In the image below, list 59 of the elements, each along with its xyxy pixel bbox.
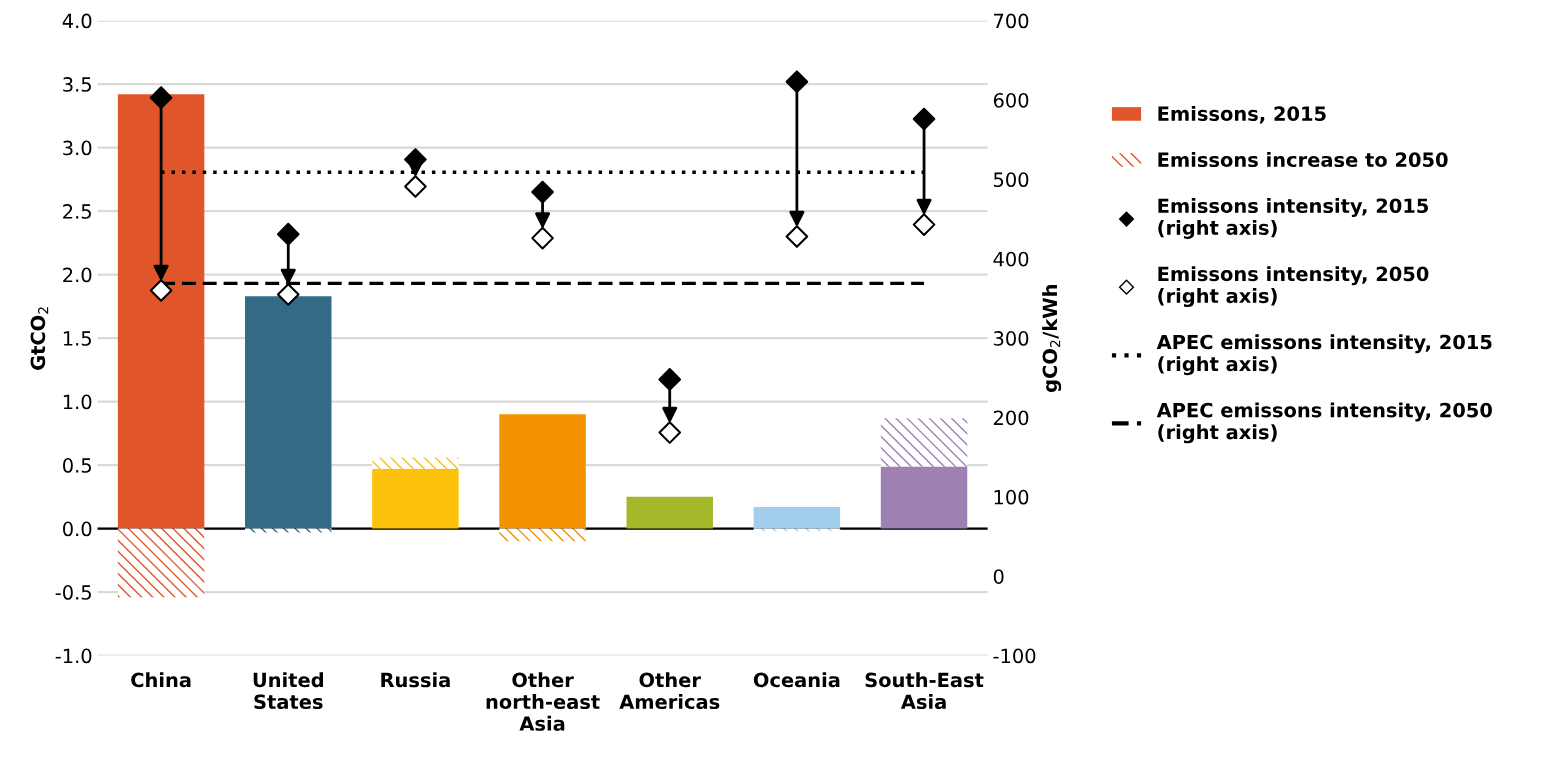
bar [499,528,586,542]
point [658,421,682,444]
y2-tick-label: 700 [994,13,1029,29]
point [531,180,554,204]
x-tick-label: Other Americas [619,672,720,710]
y2-tick-label: 200 [993,410,1029,426]
point [149,86,173,109]
legend-label: Emissons increase to 2050 [1158,152,1448,168]
y-tick-label: -0.5 [55,585,91,600]
bar [499,414,586,529]
bar [626,496,713,529]
x-tick-label: China [131,672,191,688]
y2-tick-label: 400 [993,251,1029,267]
y2-tick-label: 500 [993,172,1029,188]
y2-tick-label: 0 [993,569,1004,584]
bar [117,94,205,529]
point [785,225,809,248]
bar [372,457,459,469]
y2-tick-label: -100 [993,648,1036,664]
y-tick-label: -1.0 [55,648,92,664]
y-tick-label: 2.5 [63,204,91,219]
y-tick-label: 3.0 [63,140,92,156]
point [404,175,427,198]
y-tick-label: 4.0 [62,13,92,29]
bar [245,296,332,529]
legend-label: APEC emissons intensity, 2050 (right axis) [1156,402,1492,444]
x-tick-label: Russia [381,672,450,688]
bar [372,468,459,529]
y2-axis-title: gCO$_{2}$/kWh [1042,284,1062,392]
legend-label: Emissons intensity, 2015 (right axis) [1158,198,1429,239]
point [149,279,173,302]
bar [880,418,968,467]
y-tick-label: 1.0 [63,394,92,410]
y-tick-label: 0.5 [63,458,91,473]
x-tick-label: South-East Asia [865,672,984,710]
point [785,70,809,94]
point [658,368,682,391]
legend-label: Emissons intensity, 2050 (right axis) [1158,266,1429,308]
y2-tick-label: 600 [993,92,1029,108]
point [912,107,936,131]
y2-tick-label: 300 [993,331,1029,346]
y-tick-label: 0.0 [63,521,92,537]
bar [753,507,841,529]
legend-label: Emissons, 2015 [1158,105,1326,124]
point [276,283,300,306]
bar [880,466,968,529]
x-tick-label: United States [253,672,323,710]
y-axis-title: GtCO$_{2}$ [30,307,49,370]
y2-tick-label: 100 [994,489,1029,505]
point [276,222,300,246]
y-tick-label: 3.5 [63,77,91,92]
point [531,226,554,250]
x-tick-label: Oceania [753,672,840,688]
point [912,213,936,236]
bar [117,528,205,598]
y-tick-label: 1.5 [63,331,91,346]
legend-label: APEC emissons intensity, 2015 (right axis) [1156,334,1492,376]
x-tick-label: Other north-east Asia [486,672,600,731]
y-tick-label: 2.0 [63,267,92,283]
